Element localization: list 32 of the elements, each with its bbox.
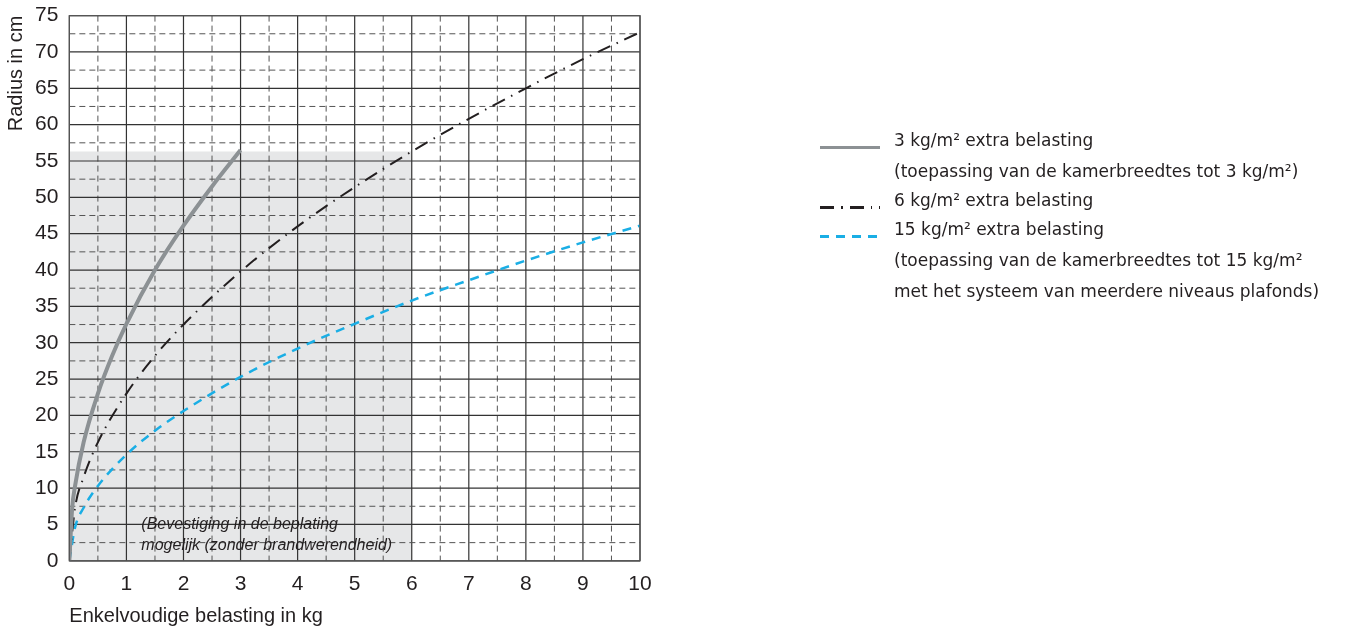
x-tick-label: 8 — [520, 571, 532, 595]
y-tick-label: 5 — [46, 511, 59, 535]
y-tick-label: 30 — [35, 329, 59, 353]
x-tick-label: 2 — [177, 571, 190, 595]
y-tick-label: 40 — [35, 256, 59, 280]
x-tick-label: 1 — [120, 571, 133, 595]
x-axis-title: Enkelvoudige belasting in kg — [69, 603, 323, 626]
legend-label: 3 kg/m² extra belasting (toepassing van de kamerbreedtes tot 3 kg/m²) — [894, 129, 1299, 183]
x-tick-label: 6 — [405, 571, 418, 595]
x-tick-label: 10 — [628, 571, 652, 595]
y-tick-label: 15 — [35, 438, 59, 462]
x-tick-label: 0 — [63, 571, 76, 595]
y-tick-label: 10 — [35, 474, 59, 498]
x-tick-label: 4 — [291, 571, 304, 595]
y-tick-label: 25 — [35, 365, 59, 389]
y-tick-label: 0 — [46, 547, 59, 571]
y-tick-label: 45 — [35, 220, 59, 244]
x-tick-label: 3 — [234, 571, 247, 595]
x-tick-label: 9 — [577, 571, 589, 595]
y-tick-label: 70 — [35, 38, 59, 62]
x-tick-label: 7 — [462, 571, 475, 595]
y-tick-label: 20 — [35, 402, 59, 426]
y-tick-label: 50 — [35, 184, 59, 208]
y-tick-label: 35 — [35, 293, 59, 317]
x-tick-label: 5 — [348, 571, 361, 595]
legend-label: 15 kg/m² extra belasting (toepassing van de kamerbreedtes tot 15 kg/m² met het systeem van meerdere niveaus plafonds) — [894, 218, 1320, 303]
legend-label: 6 kg/m² extra belasting — [894, 189, 1094, 212]
y-axis-title: Radius in cm — [3, 15, 26, 132]
y-tick-label: 75 — [35, 2, 59, 26]
y-tick-label: 60 — [35, 111, 59, 135]
y-tick-label: 55 — [35, 147, 59, 171]
y-tick-label: 65 — [35, 75, 59, 99]
